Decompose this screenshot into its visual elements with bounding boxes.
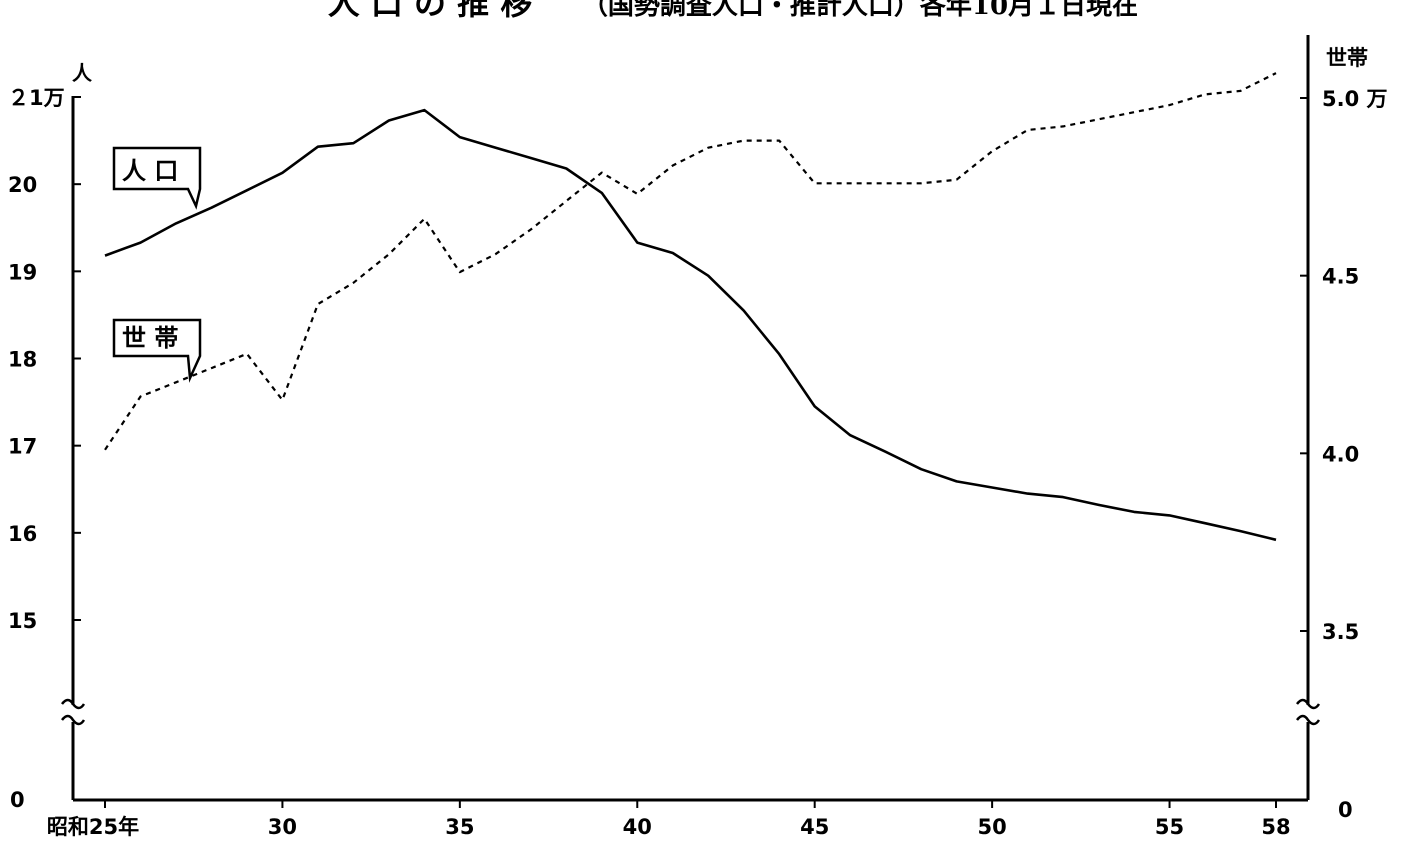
right-y-tick-label: 4.0 xyxy=(1322,442,1359,466)
left-axis-unit-label: 人 xyxy=(72,61,93,85)
left-y-tick-label: ２1万 xyxy=(8,86,65,110)
left-axis-zero-label: 0 xyxy=(10,788,25,812)
left-y-tick-label: 19 xyxy=(8,260,37,284)
x-tick-label: 50 xyxy=(978,815,1007,839)
left-y-tick-label: 17 xyxy=(8,435,37,459)
x-tick-label: 40 xyxy=(623,815,652,839)
tick-marks: 昭和25年 30 35 40 45 50 55 58 15 16 17 18 19 20 ２1万 3.5 4.0… xyxy=(8,86,1388,839)
x-tick-label: 昭和25年 xyxy=(47,815,139,839)
x-tick-label: 58 xyxy=(1261,815,1290,839)
left-axis-break-mark xyxy=(61,698,86,726)
left-y-tick-label: 16 xyxy=(8,522,37,546)
households-callout-text: 世 帯 xyxy=(122,324,178,352)
right-y-tick-label: 5.0 万 xyxy=(1322,87,1388,111)
population-callout: 人 口 xyxy=(112,146,202,210)
x-tick-label: 45 xyxy=(800,815,829,839)
x-tick-label: 30 xyxy=(268,815,297,839)
x-tick-label: 35 xyxy=(445,815,474,839)
households-callout-box xyxy=(112,318,202,383)
chart-subtitle: （国勢調査人口・推計人口）各年10月１日現在 xyxy=(582,0,1138,21)
households-line xyxy=(104,72,1277,451)
left-y-tick-label: 20 xyxy=(8,173,37,197)
left-y-tick-label: 18 xyxy=(8,348,37,372)
households-callout: 世 帯 xyxy=(112,318,202,383)
series-layer xyxy=(104,72,1277,542)
series-callouts: 人 口世 帯 xyxy=(112,146,202,383)
chart-title: 人 口 の 推 移 xyxy=(328,0,533,22)
population-callout-box xyxy=(112,146,202,210)
right-axis-unit-label: 世帯 xyxy=(1326,46,1368,70)
population-line xyxy=(104,108,1277,542)
left-y-tick-label: 15 xyxy=(8,609,37,633)
x-tick-label: 55 xyxy=(1155,815,1184,839)
right-y-tick-label: 4.5 xyxy=(1322,265,1359,289)
right-axis-break-mark xyxy=(1296,698,1321,726)
population-callout-text: 人 口 xyxy=(122,157,178,185)
right-y-tick-label: 3.5 xyxy=(1322,620,1359,644)
right-axis-zero-label: 0 xyxy=(1338,798,1353,822)
axes xyxy=(61,35,1321,802)
